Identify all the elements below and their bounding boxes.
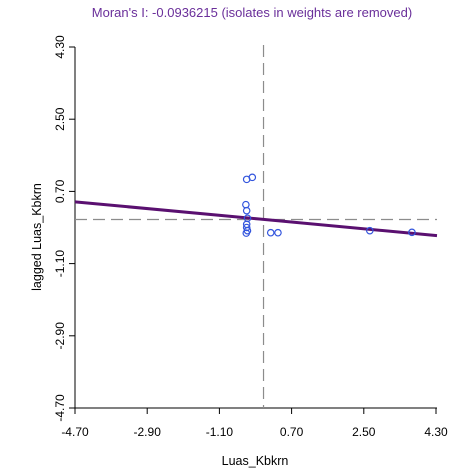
chart-title: Moran's I: -0.0936215 (isolates in weigh… (92, 5, 412, 20)
y-tick-label: -2.90 (53, 322, 67, 350)
y-tick-label: 4.30 (53, 35, 67, 59)
x-tick-label: 0.70 (280, 425, 304, 439)
data-point (366, 226, 374, 235)
data-point (242, 200, 250, 209)
data-point (266, 228, 275, 237)
x-tick-label: -2.90 (134, 425, 162, 439)
y-tick-label: 0.70 (53, 179, 67, 203)
x-tick-label: -1.10 (206, 425, 234, 439)
data-point (242, 223, 251, 232)
data-point (408, 228, 416, 237)
data-point (248, 173, 257, 182)
data-point (242, 229, 251, 237)
x-axis-label: Luas_Kbkrn (222, 454, 289, 468)
y-tick-label: -4.70 (53, 394, 67, 422)
plot-area: -4.70 -2.90 -1.10 0.70 2.50 4.30 -4.70 -2.90 -1.… (53, 35, 448, 439)
y-tick-label: 2.50 (53, 107, 67, 131)
x-tick-label: 2.50 (352, 425, 376, 439)
data-point (274, 228, 282, 237)
x-tick-label: 4.30 (424, 425, 448, 439)
x-tick-label: -4.70 (61, 425, 89, 439)
regression-line (74, 200, 438, 238)
y-tick-label: -1.10 (53, 250, 67, 278)
data-point (242, 206, 251, 215)
y-axis-label: lagged Luas_Kbkrn (30, 183, 44, 291)
